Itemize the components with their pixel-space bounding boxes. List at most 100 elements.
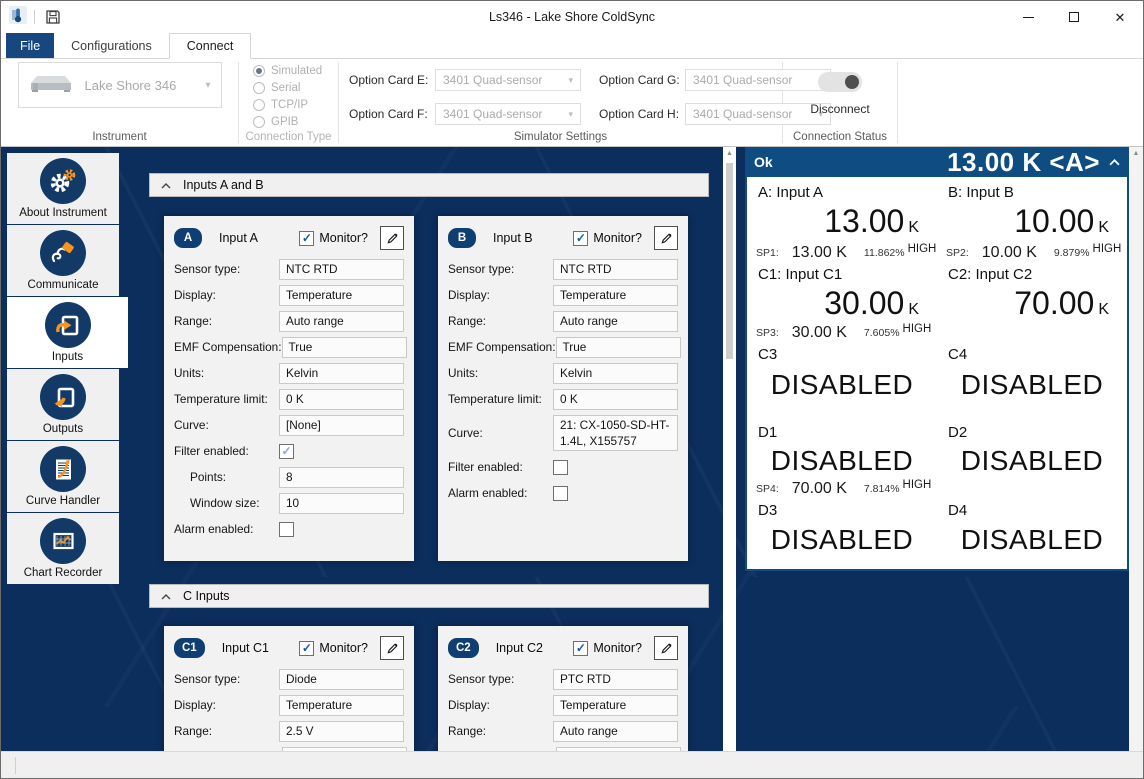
ribbon: Lake Shore 346 ▾ Instrument Simulated Se… [1,59,1143,147]
empty-cell [937,479,1127,499]
readings-grid: A: Input A B: Input B 13.00K 10.00K SP1:… [745,177,1129,571]
connection-type-group-label: Connection Type [239,131,338,143]
channel-c1-label: C1: Input C1 [747,263,937,285]
filter-enabled-checkbox[interactable] [553,460,568,475]
sidebar-item-chart-recorder[interactable]: Chart Recorder [7,513,119,584]
field-value-box: Temperature [279,285,404,306]
empty-cell [937,405,1127,421]
field-value-box: 8 [279,467,404,488]
empty-cell [937,323,1127,343]
readings-panel: Ok 13.00 K <A> A: Input A B: Input B 13.… [745,147,1129,751]
sidebar-item-outputs[interactable]: Outputs [7,369,119,440]
setpoint-sp1: SP1:13.00 K11.862%HIGH [747,243,937,263]
maximize-icon [1069,12,1079,22]
edit-button[interactable] [654,636,678,660]
minimize-button[interactable] [1005,1,1051,33]
field-value-box: True [556,337,681,358]
channel-d4-disabled: DISABLED [937,521,1127,559]
channel-c4-label: C4 [937,343,1127,365]
field-value-box: 10 [279,493,404,514]
ribbon-tab-strip: File Configurations Connect [1,33,1143,59]
channel-a-reading: 13.00K [747,203,937,243]
instrument-device-icon [29,71,73,100]
sidebar-item-curve-handler[interactable]: Curve Handler [7,441,119,512]
option-card-e-select: 3401 Quad-sensor▾ [435,69,581,91]
tab-configurations[interactable]: Configurations [54,33,169,58]
sidebar-item-communicate[interactable]: Communicate [7,225,119,296]
edit-button[interactable] [380,226,404,250]
chart-monitor-icon [40,518,86,564]
channel-b-reading: 10.00K [937,203,1127,243]
app-window: Ls346 - Lake Shore ColdSync ✕ File Confi… [0,0,1144,779]
window-vertical-scrollbar: ▲ [1129,147,1143,751]
scroll-up-arrow-icon[interactable]: ▲ [723,150,736,157]
caret-down-icon: ▾ [205,80,210,91]
disconnect-label: Disconnect [783,102,897,116]
edit-button[interactable] [654,226,678,250]
close-icon: ✕ [1115,11,1126,24]
radio-button-icon [253,65,265,77]
input-a-card: A Input A Monitor? Sensor type:NTC RTD D… [164,216,414,561]
chevron-up-icon [161,589,171,603]
minimize-icon [1023,17,1034,18]
chevron-up-icon[interactable] [1109,159,1120,166]
scrollbar-thumb[interactable] [726,163,733,359]
setpoint-sp3: SP3:30.00 K7.605%HIGH [747,323,937,343]
edit-button[interactable] [380,636,404,660]
channel-c3-disabled: DISABLED [747,365,937,405]
filter-enabled-checkbox[interactable] [279,444,294,459]
monitor-checkbox[interactable] [573,641,588,656]
tab-connect[interactable]: Connect [169,33,252,59]
toggle-knob-icon [845,75,859,89]
channel-c1-reading: 30.00K [747,285,937,323]
readings-panel-header: Ok 13.00 K <A> [745,147,1129,177]
field-value-box: NTC RTD [553,259,678,280]
section-header-inputs-a-and-b[interactable]: Inputs A and B [149,173,709,197]
monitor-checkbox[interactable] [573,231,588,246]
radio-button-icon [253,99,265,111]
radio-simulated: Simulated [239,63,338,79]
connect-toggle[interactable] [818,72,862,92]
channel-d1-disabled: DISABLED [747,443,937,479]
option-card-f-select: 3401 Quad-sensor▾ [435,103,581,125]
headline-reading: 13.00 K <A> [947,149,1100,175]
sidebar-nav: About Instrument Communicate Inputs Outp… [1,147,136,751]
gears-icon [40,158,86,204]
horizontal-scrollbar[interactable] [1,751,1143,778]
tab-file[interactable]: File [6,33,54,58]
maximize-button[interactable] [1051,1,1097,33]
channel-d3-disabled: DISABLED [747,521,937,559]
option-card-f-row: Option Card F: 3401 Quad-sensor▾ [349,101,581,127]
section-header-c-inputs[interactable]: C Inputs [149,584,709,608]
field-value-box: Temperature [553,285,678,306]
instrument-group: Lake Shore 346 ▾ Instrument [1,59,238,146]
monitor-checkbox[interactable] [299,641,314,656]
input-b-card: B Input B Monitor? Sensor type:NTC RTD D… [438,216,688,561]
channel-d3-label: D3 [747,499,937,521]
sidebar-item-inputs[interactable]: Inputs [7,297,128,368]
channel-d2-label: D2 [937,421,1127,443]
channel-d4-label: D4 [937,499,1127,521]
document-curve-icon [40,446,86,492]
titlebar-divider [34,10,35,24]
scroll-up-arrow-icon[interactable]: ▲ [1129,150,1143,157]
title-bar: Ls346 - Lake Shore ColdSync ✕ [1,1,1143,33]
monitor-checkbox[interactable] [299,231,314,246]
chevron-up-icon [161,178,171,192]
group-divider [897,62,898,143]
setpoint-sp2: SP2:10.00 K9.879%HIGH [937,243,1127,263]
sidebar-item-about-instrument[interactable]: About Instrument [7,153,119,224]
field-value-box: True [282,337,407,358]
channel-a-label: A: Input A [747,181,937,203]
alarm-enabled-checkbox[interactable] [279,522,294,537]
arrow-out-of-square-icon [40,374,86,420]
inputs-page: Inputs A and B A Input A Monitor? Sensor… [136,147,723,751]
close-button[interactable]: ✕ [1097,1,1143,33]
input-b-badge: B [448,228,476,248]
setpoint-sp4: SP4:70.00 K7.814%HIGH [747,479,937,499]
arrow-into-square-icon [45,302,91,348]
radio-button-icon [253,82,265,94]
channel-b-label: B: Input B [937,181,1127,203]
save-icon[interactable] [42,6,64,28]
alarm-enabled-checkbox[interactable] [553,486,568,501]
